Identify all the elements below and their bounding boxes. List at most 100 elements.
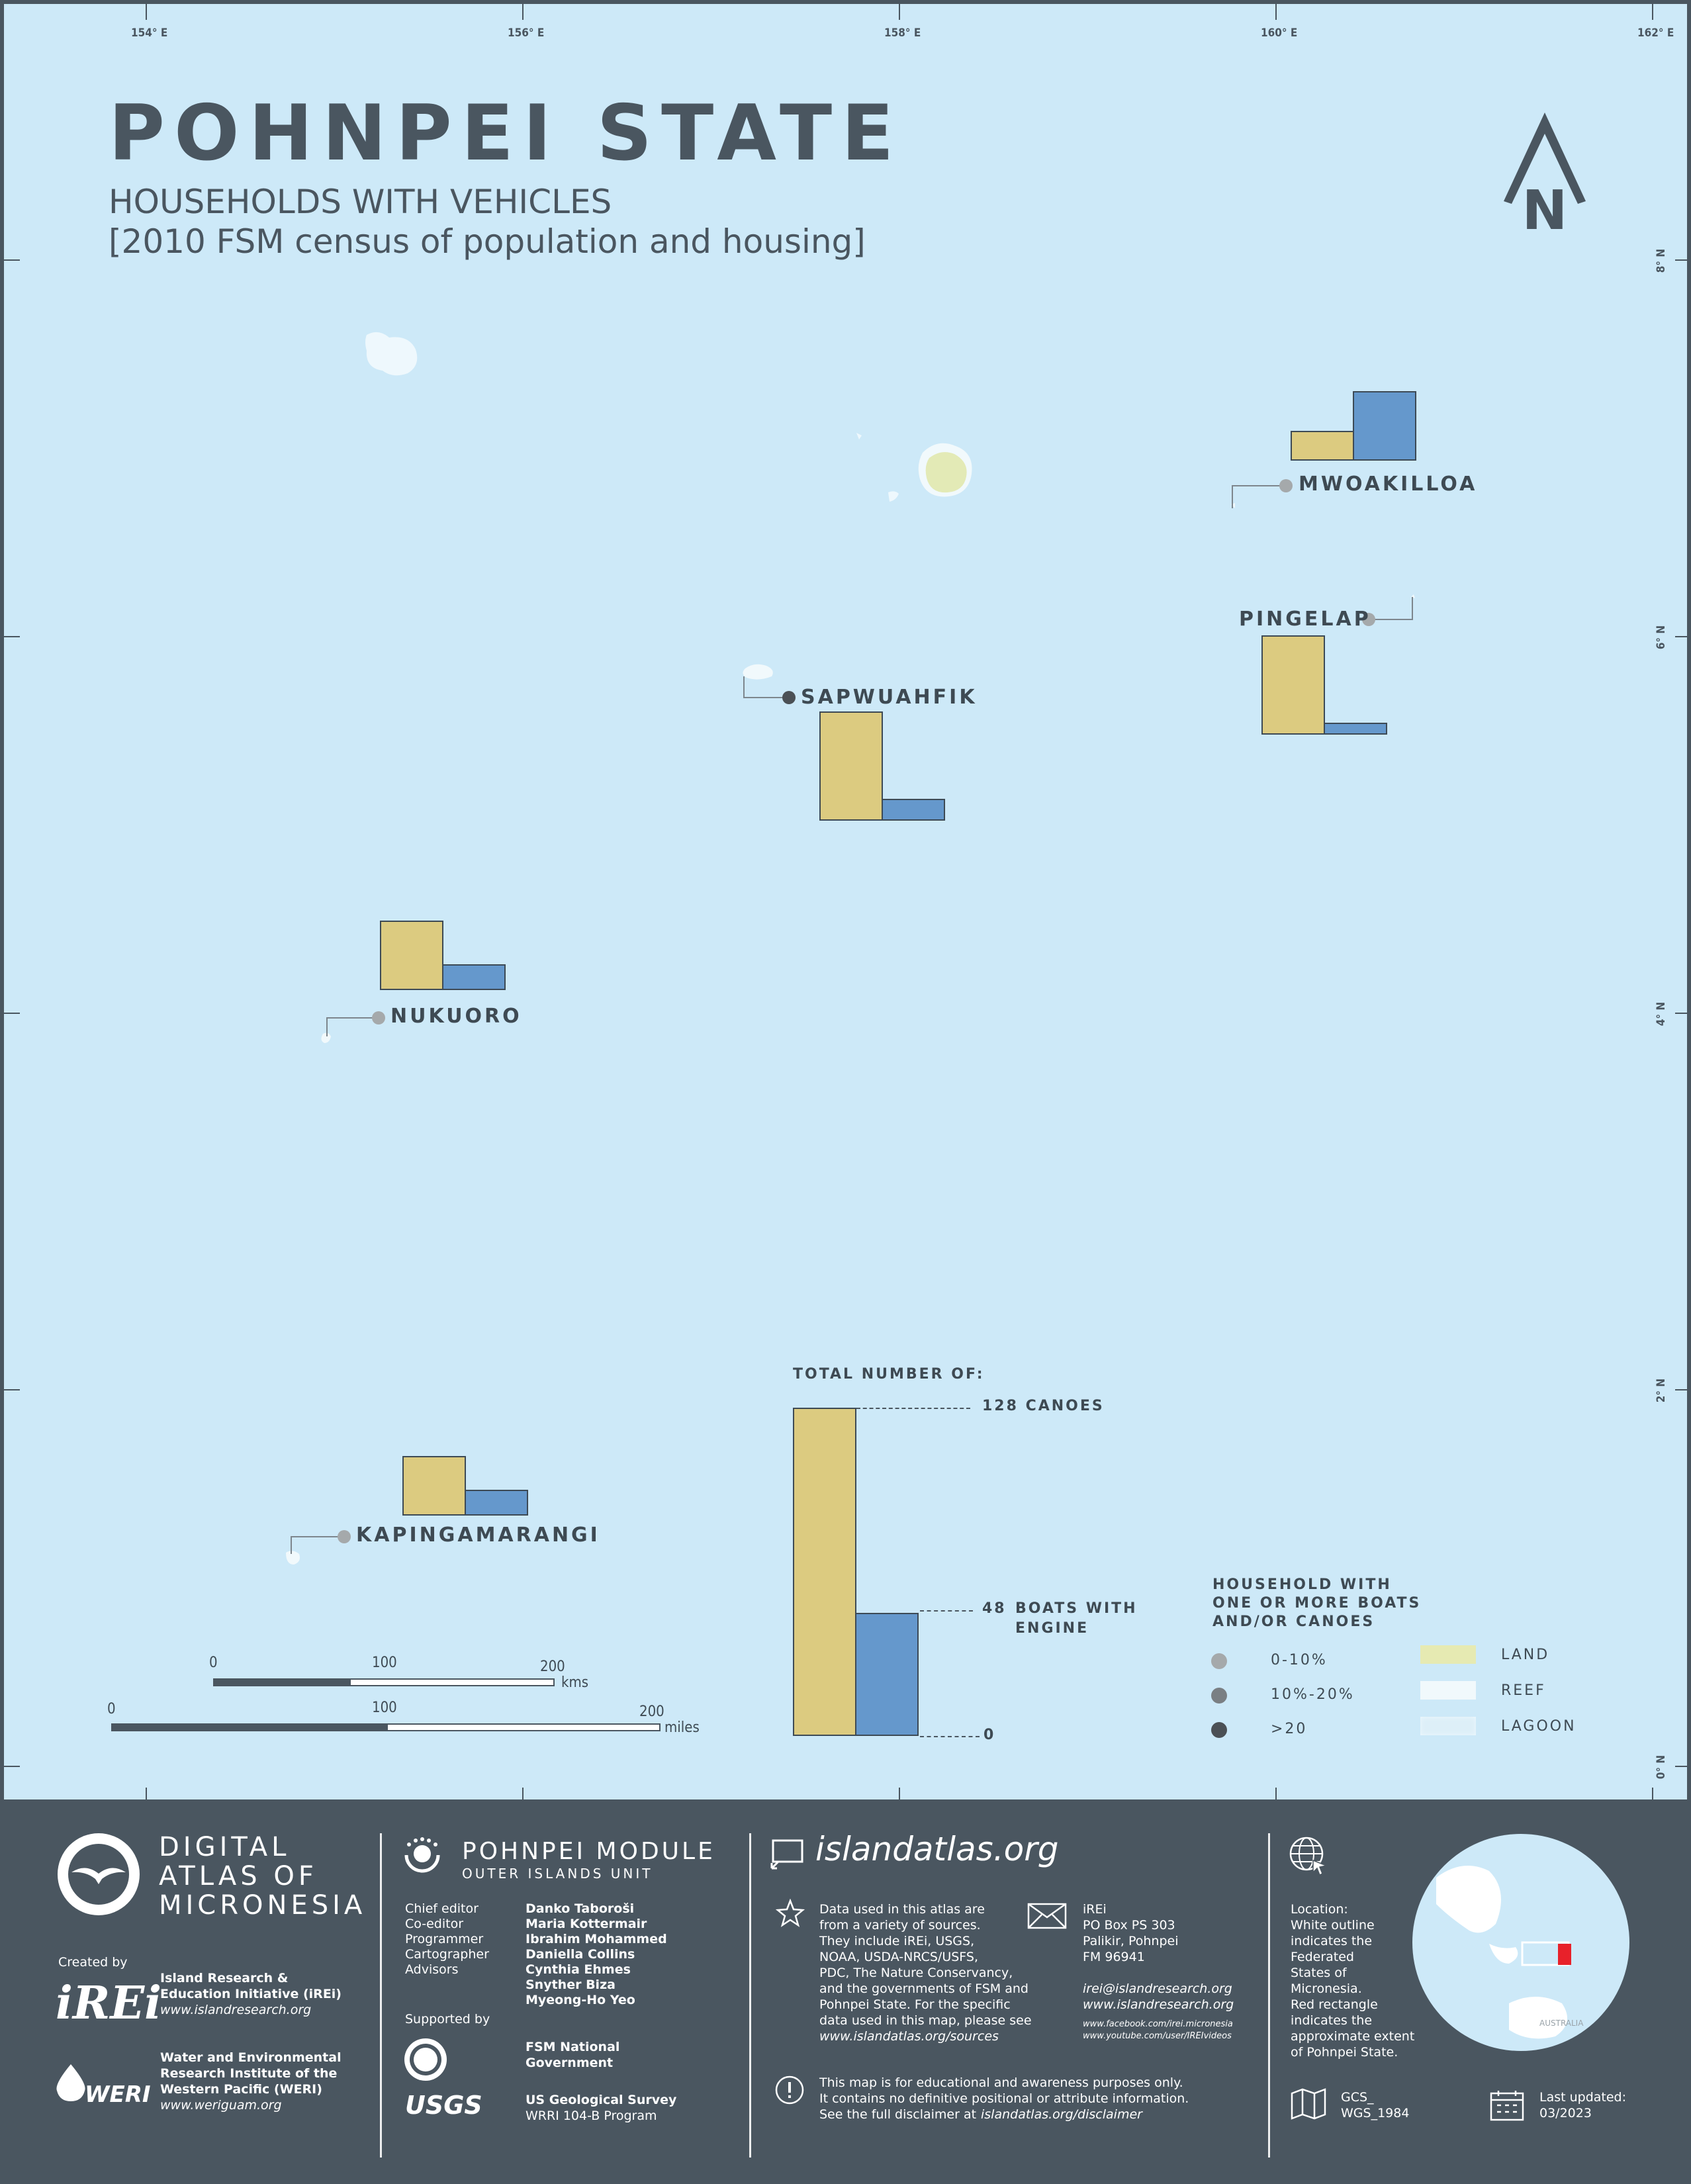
- weri-drop-icon: [56, 2064, 85, 2101]
- island-canoe-bar-nukuoro[interactable]: [380, 921, 443, 990]
- contact-web[interactable]: www.islandresearch.org: [1083, 1997, 1234, 2012]
- disclaimer-line-2: It contains no definitive positional or …: [819, 2091, 1189, 2106]
- island-marker-nukuoro[interactable]: [372, 1011, 385, 1024]
- contact-email[interactable]: irei@islandresearch.org: [1083, 1981, 1232, 1996]
- sources-line: Pohnpei State. For the specific: [819, 1997, 1011, 2012]
- island-boat-bar-nukuoro[interactable]: [442, 964, 506, 990]
- legend-total-title: TOTAL NUMBER OF:: [793, 1366, 985, 1383]
- scale-mile-unit: miles: [664, 1719, 700, 1736]
- location-line: White outline: [1291, 1918, 1375, 1933]
- fsm-name-2: Government: [526, 2056, 614, 2070]
- sources-line: and the governments of FSM and: [819, 1981, 1028, 1996]
- legend-class-dot: [1211, 1722, 1227, 1738]
- credits-people: Danko Taboroši Maria Kottermair Ibrahim Mo…: [526, 1901, 667, 2008]
- sources-link[interactable]: www.islandatlas.org/sources: [819, 2029, 999, 2044]
- lat-tick-right: [1675, 1013, 1687, 1014]
- disclaimer-line-3: See the full disclaimer at: [819, 2107, 977, 2122]
- pakin-atoll: [856, 433, 862, 439]
- credit-person: Ibrahim Mohammed: [526, 1932, 667, 1946]
- pingelap-leader: [1369, 597, 1413, 620]
- location-line: Micronesia.: [1291, 1981, 1362, 1996]
- map-panel[interactable]: 154° E 156° E 158° E 160° E 162° E 8° N …: [0, 0, 1691, 1803]
- updated-value: 03/2023: [1539, 2106, 1592, 2120]
- credit-role: Chief editor: [405, 1901, 479, 1916]
- island-label-kapingamarangi: KAPINGAMARANGI: [356, 1524, 600, 1547]
- sources-line: They include iREi, USGS,: [819, 1934, 975, 1948]
- legend-class-dot: [1211, 1653, 1227, 1669]
- island-label-sapwuahfik: SAPWUAHFIK: [801, 686, 978, 709]
- legend-land-label: LAND: [1501, 1647, 1550, 1663]
- credit-role: Co-editor: [405, 1917, 464, 1931]
- legend-class-label: 0-10%: [1271, 1652, 1328, 1668]
- island-boat-bar-sapwuahfik[interactable]: [882, 799, 945, 821]
- island-marker-kapingamarangi[interactable]: [338, 1530, 351, 1543]
- lat-tick-right: [1675, 259, 1687, 261]
- usgs-name-1: US Geological Survey: [526, 2093, 677, 2107]
- lat-tick: [4, 259, 20, 261]
- module-subtitle: OUTER ISLANDS UNIT: [462, 1866, 653, 1882]
- fsm-seal-icon: [404, 2038, 447, 2081]
- credit-role: Advisors: [405, 1962, 459, 1977]
- pohnpei-module-icon: [404, 1837, 440, 1873]
- island-boat-bar-pingelap[interactable]: [1324, 723, 1387, 735]
- lon-tick: [1652, 4, 1653, 20]
- island-marker-mwoakilloa[interactable]: [1279, 479, 1293, 492]
- credit-person: Cynthia Ehmes: [526, 1962, 631, 1977]
- scale-mile-tick: 100: [372, 1700, 397, 1716]
- contact-youtube[interactable]: www.youtube.com/user/IREIvideos: [1083, 2031, 1232, 2041]
- lon-tick-bottom: [522, 1788, 524, 1799]
- projection-2: WGS_1984: [1341, 2106, 1410, 2120]
- weri-logo: WERI: [85, 2081, 151, 2108]
- location-text: Location: White outline indicates the Feder…: [1291, 1901, 1414, 2060]
- location-line: Location:: [1291, 1902, 1348, 1917]
- island-canoe-bar-kapingamarangi[interactable]: [402, 1456, 466, 1516]
- website-link[interactable]: islandatlas.org: [815, 1830, 1059, 1868]
- legend-class-dot: [1211, 1688, 1227, 1704]
- legend-household-title: ONE OR MORE BOATS: [1212, 1595, 1422, 1612]
- nukuoro-leader: [326, 1017, 379, 1036]
- legend-boats-value: 48: [982, 1600, 1007, 1617]
- island-canoe-bar-mwoakilloa[interactable]: [1291, 431, 1354, 461]
- island-boat-bar-mwoakilloa[interactable]: [1353, 391, 1416, 461]
- contact-facebook[interactable]: www.facebook.com/irei.micronesia: [1083, 2019, 1233, 2029]
- island-canoe-bar-sapwuahfik[interactable]: [819, 711, 883, 821]
- irei-name-2: Education Initiative (iREi): [160, 1987, 342, 2001]
- updated-label: Last updated:: [1539, 2090, 1627, 2105]
- lon-tick-bottom: [1652, 1788, 1653, 1799]
- usgs-logo: USGS: [405, 2091, 482, 2120]
- sources-line: Data used in this atlas are: [819, 1902, 985, 1917]
- lon-label: 160° E: [1261, 26, 1298, 40]
- lon-tick: [899, 4, 900, 20]
- scale-km-tick: 0: [209, 1655, 218, 1671]
- module-title: POHNPEI MODULE: [462, 1838, 715, 1865]
- star-icon: [776, 1899, 805, 1927]
- location-line: States of: [1291, 1966, 1347, 1980]
- disclaimer-link[interactable]: islandatlas.org/disclaimer: [981, 2107, 1142, 2122]
- lat-tick: [4, 1389, 20, 1390]
- island-label-nukuoro: NUKUORO: [390, 1005, 522, 1028]
- contact-name: iREi: [1083, 1902, 1107, 1917]
- calendar-icon: [1490, 2091, 1524, 2121]
- lon-tick: [146, 4, 147, 20]
- map-source-note: [2010 FSM census of population and housi…: [109, 222, 866, 261]
- island-canoe-bar-pingelap[interactable]: [1261, 635, 1325, 735]
- legend-reef-swatch: [1420, 1681, 1476, 1700]
- island-marker-sapwuahfik[interactable]: [782, 691, 796, 704]
- island-shapes: [286, 332, 1415, 1565]
- scale-km-unit: kms: [561, 1674, 589, 1691]
- weri-name-1: Water and Environmental: [160, 2050, 342, 2065]
- legend-household-title: AND/OR CANOES: [1212, 1614, 1375, 1630]
- island-boat-bar-kapingamarangi[interactable]: [465, 1490, 528, 1516]
- lon-tick: [522, 4, 524, 20]
- island-marker-pingelap[interactable]: [1362, 613, 1375, 626]
- irei-url[interactable]: www.islandresearch.org: [160, 2003, 312, 2017]
- location-line: indicates the: [1291, 2013, 1373, 2028]
- legend-household-title: HOUSEHOLD WITH: [1212, 1576, 1392, 1593]
- scale-km-light: [349, 1678, 555, 1686]
- legend-lagoon-label: LAGOON: [1501, 1718, 1577, 1735]
- weri-url[interactable]: www.weriguam.org: [160, 2098, 282, 2113]
- mwoakilloa-leader: [1232, 485, 1285, 508]
- legend-class-label: >20: [1271, 1721, 1308, 1737]
- scale-km-tick: 200: [540, 1659, 565, 1675]
- globe-cursor-icon: [1289, 1837, 1328, 1876]
